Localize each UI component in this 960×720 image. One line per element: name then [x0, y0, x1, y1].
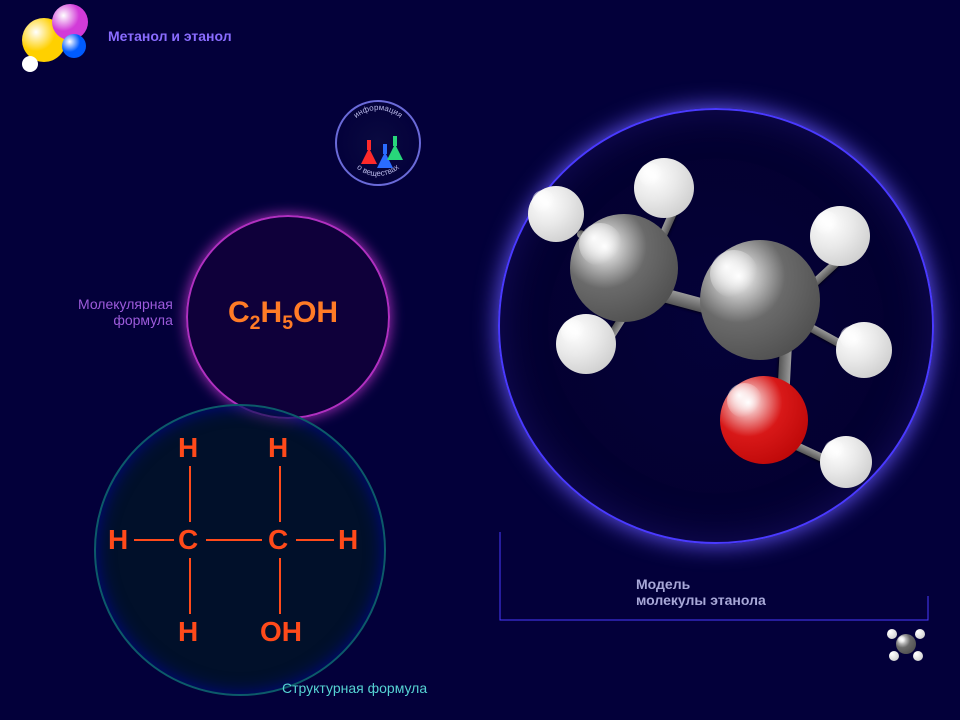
bond-line [134, 539, 174, 541]
logo-ball [22, 56, 38, 72]
model-bracket [498, 530, 938, 720]
model-atom-H [634, 158, 694, 218]
mf-label-line1: Молекулярная [78, 296, 173, 312]
molecular-formula-label: Молекулярная формула [78, 296, 173, 328]
structural-atom: C [178, 524, 198, 556]
flask-icon [361, 148, 377, 164]
model-atom-H [889, 651, 899, 661]
model-atom-O [720, 376, 808, 464]
structural-atom: C [268, 524, 288, 556]
logo-cluster [0, 0, 100, 90]
info-badge[interactable]: информацияо веществах [335, 100, 421, 186]
model-atom-C [896, 634, 916, 654]
model-atom-H [887, 629, 897, 639]
bond-line [296, 539, 334, 541]
molecular-formula-text: C2H5OH [228, 296, 338, 335]
model-atom-H [913, 651, 923, 661]
bond-line [206, 539, 262, 541]
stage: Метанол и этанол информацияо веществах М… [0, 0, 960, 720]
model-atom-H [556, 314, 616, 374]
model-atom-H [915, 629, 925, 639]
bond-line [189, 558, 191, 614]
svg-text:информация: информация [352, 103, 404, 120]
model-atom-C [700, 240, 820, 360]
logo-ball [62, 34, 86, 58]
model-atom-H [836, 322, 892, 378]
model-label-line2: молекулы этанола [636, 592, 766, 608]
structural-atom: H [178, 432, 198, 464]
model-atom-C [570, 214, 678, 322]
small-molecule-icon [888, 626, 938, 666]
structural-formula-label: Структурная формула [282, 680, 427, 696]
model-atom-H [810, 206, 870, 266]
page-title: Метанол и этанол [108, 28, 232, 44]
mf-label-line2: формула [78, 312, 173, 328]
structural-atom: OH [260, 616, 302, 648]
bond-line [279, 466, 281, 522]
model-atom-H [820, 436, 872, 488]
bond-line [279, 558, 281, 614]
model-label: Модель молекулы этанола [636, 576, 766, 608]
model-label-line1: Модель [636, 576, 766, 592]
model-atom-H [528, 186, 584, 242]
bond-line [189, 466, 191, 522]
structural-atom: H [178, 616, 198, 648]
structural-atom: H [268, 432, 288, 464]
flask-icon [387, 144, 403, 160]
structural-atom: H [338, 524, 358, 556]
structural-atom: H [108, 524, 128, 556]
